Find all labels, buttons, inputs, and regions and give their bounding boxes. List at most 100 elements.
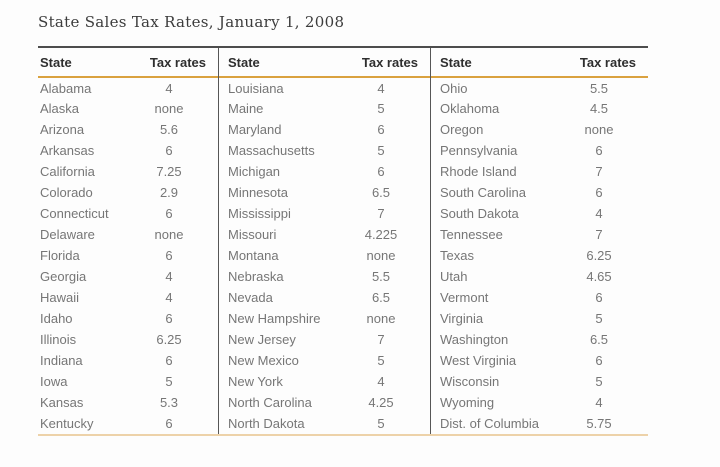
state-name: Mississippi (228, 206, 291, 221)
tax-rate-value: 4 (595, 206, 603, 221)
tax-rate-value: 4 (377, 374, 385, 389)
state-name: Arkansas (40, 143, 95, 158)
table-row: Washington 6.5 (431, 329, 648, 350)
table-row: Ohio 5.5 (431, 77, 648, 98)
state-name: Utah (440, 269, 468, 284)
state-name: Florida (40, 248, 80, 263)
table-row: Virginia 5 (431, 308, 648, 329)
state-name: Oregon (440, 122, 484, 137)
tax-rate-value: 4.225 (364, 227, 398, 242)
state-name: Pennsylvania (440, 143, 518, 158)
tax-rate-value: 6 (377, 122, 385, 137)
table-row: North Dakota 5 (219, 413, 430, 434)
state-name: New Mexico (228, 353, 299, 368)
table-row: Oklahoma 4.5 (431, 98, 648, 119)
tax-rate-value: 4.25 (368, 395, 394, 410)
state-name: Rhode Island (440, 164, 517, 179)
tax-rate-value: 5.3 (159, 395, 179, 410)
state-name: Arizona (40, 122, 85, 137)
state-name: New Jersey (228, 332, 296, 347)
tax-rate-value: 5.5 (589, 80, 609, 96)
table-row: Alabama 4 (38, 77, 218, 98)
state-name: Missouri (228, 227, 277, 242)
tax-rate-value: 6.5 (371, 290, 391, 305)
table-row: Alaska none (38, 98, 218, 119)
table-row: Tennessee 7 (431, 224, 648, 245)
state-name: New Hampshire (228, 311, 321, 326)
state-name: Alaska (40, 101, 80, 116)
tax-rate-value: 4 (165, 80, 173, 96)
table-row: Missouri 4.225 (219, 224, 430, 245)
state-name: Massachusetts (228, 143, 315, 158)
tax-rate-value: 4.65 (586, 269, 612, 284)
tax-rate-value: 6 (165, 143, 173, 158)
table-row: New York 4 (219, 371, 430, 392)
table-row: Wyoming 4 (431, 392, 648, 413)
tax-rate-value: 5.6 (159, 122, 179, 137)
state-name: Iowa (40, 374, 68, 389)
state-name: Vermont (440, 290, 489, 305)
tax-rate-value: 7.25 (156, 164, 182, 179)
table-row: Mississippi 7 (219, 203, 430, 224)
tax-rate-value: 7 (595, 164, 603, 179)
tax-rate-value: 4 (595, 395, 603, 410)
table-row: Utah 4.65 (431, 266, 648, 287)
state-name: California (40, 164, 95, 179)
table-row: Louisiana 4 (219, 77, 430, 98)
table-row: Kansas 5.3 (38, 392, 218, 413)
table-row: Illinois 6.25 (38, 329, 218, 350)
state-name: Georgia (40, 269, 87, 284)
state-name: North Dakota (228, 416, 305, 431)
tax-rate-value: 6.5 (589, 332, 609, 347)
table-row: New Mexico 5 (219, 350, 430, 371)
tax-rate-value: 5 (377, 416, 385, 431)
tax-rate-value: 5.5 (371, 269, 391, 284)
state-name: New York (228, 374, 283, 389)
table-row: Rhode Island 7 (431, 161, 648, 182)
tax-rate-value: 5 (595, 374, 603, 389)
table-row: South Dakota 4 (431, 203, 648, 224)
tax-rate-value: 6 (595, 290, 603, 305)
state-name: Nebraska (228, 269, 284, 284)
state-name: North Carolina (228, 395, 312, 410)
table-row: Indiana 6 (38, 350, 218, 371)
tax-rate-value: none (154, 227, 184, 242)
tax-rate-value: 6.25 (586, 248, 612, 263)
tax-rate-value: 4.5 (589, 101, 609, 116)
table-row: Oregon none (431, 119, 648, 140)
tax-rate-value: 7 (377, 332, 385, 347)
tax-rate-value: 6 (165, 206, 173, 221)
tax-rate-value: 6.25 (156, 332, 182, 347)
state-column-header: State (431, 48, 562, 78)
table-row: Wisconsin 5 (431, 371, 648, 392)
tax-rate-value: 6 (595, 143, 603, 158)
table-row: Maryland 6 (219, 119, 430, 140)
table-row: Hawaii 4 (38, 287, 218, 308)
table-row: Iowa 5 (38, 371, 218, 392)
tax-rate-value: 2.9 (159, 185, 179, 200)
state-name: Colorado (40, 185, 93, 200)
state-name: Maryland (228, 122, 282, 137)
table-row: Idaho 6 (38, 308, 218, 329)
table-row: Colorado 2.9 (38, 182, 218, 203)
table-row: Arizona 5.6 (38, 119, 218, 140)
tax-rate-value: none (366, 311, 396, 326)
tax-rate-value: none (366, 248, 396, 263)
state-name: Tennessee (440, 227, 503, 242)
tax-rate-value: 6.5 (371, 185, 391, 200)
table-row: Nevada 6.5 (219, 287, 430, 308)
table-row: New Jersey 7 (219, 329, 430, 350)
tax-rate-value: 6 (595, 353, 603, 368)
state-name: West Virginia (440, 353, 517, 368)
state-column-header: State (219, 48, 344, 78)
table-row: Michigan 6 (219, 161, 430, 182)
tax-rate-value: none (154, 101, 184, 116)
tax-rate-value: 4 (377, 80, 385, 96)
state-name: Montana (228, 248, 279, 263)
state-name: Delaware (40, 227, 95, 242)
tax-rate-value: 5 (377, 353, 385, 368)
tax-rate-value: 6 (595, 185, 603, 200)
state-name: Ohio (440, 80, 468, 96)
table-row: Pennsylvania 6 (431, 140, 648, 161)
state-name: Wyoming (440, 395, 495, 410)
